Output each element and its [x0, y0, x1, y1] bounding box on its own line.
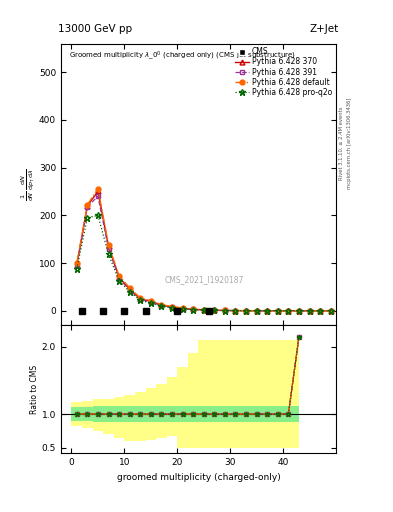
Legend: CMS, Pythia 6.428 370, Pythia 6.428 391, Pythia 6.428 default, Pythia 6.428 pro-: CMS, Pythia 6.428 370, Pythia 6.428 391,… [233, 46, 334, 98]
Text: 13000 GeV pp: 13000 GeV pp [58, 24, 132, 34]
Text: Rivet 3.1.10, ≥ 2.4M events: Rivet 3.1.10, ≥ 2.4M events [339, 106, 344, 180]
Text: mcplots.cern.ch [arXiv:1306.3436]: mcplots.cern.ch [arXiv:1306.3436] [347, 98, 352, 189]
Text: CMS_2021_I1920187: CMS_2021_I1920187 [164, 275, 244, 285]
Text: Z+Jet: Z+Jet [310, 24, 339, 34]
Y-axis label: Ratio to CMS: Ratio to CMS [30, 365, 39, 414]
Text: Groomed multiplicity $\lambda\_0^{0}$ (charged only) (CMS jet substructure): Groomed multiplicity $\lambda\_0^{0}$ (c… [69, 49, 296, 62]
X-axis label: groomed multiplicity (charged-only): groomed multiplicity (charged-only) [117, 473, 280, 482]
Y-axis label: $\frac{1}{\mathrm{d}N}\,\frac{\mathrm{d}N}{\mathrm{d}p_\mathrm{T}\,\mathrm{d}\la: $\frac{1}{\mathrm{d}N}\,\frac{\mathrm{d}… [20, 168, 37, 201]
